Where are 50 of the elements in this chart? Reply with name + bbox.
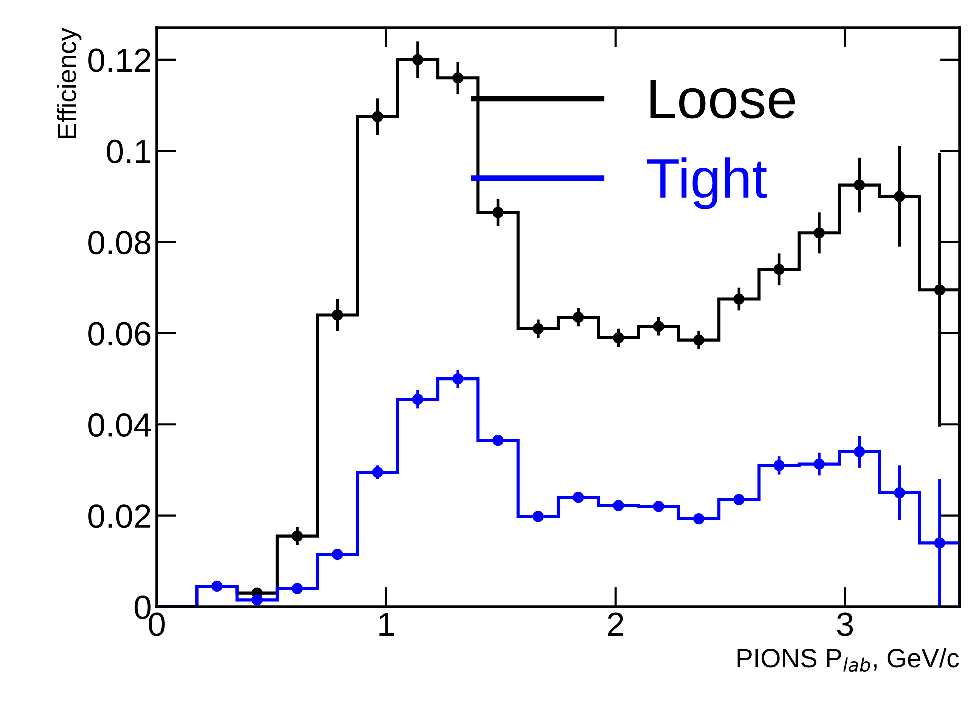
y-tick-label: 0.04 <box>88 413 152 438</box>
point <box>412 54 424 66</box>
legend-label: Tight <box>647 158 768 210</box>
point <box>372 466 384 478</box>
y-tick-label: 0 <box>134 596 151 620</box>
y-tick-label: 0.06 <box>88 322 151 346</box>
x-axis-title: PIONS P$_{lab}$, GeV/c <box>738 648 960 672</box>
point <box>693 513 705 525</box>
x-tick-label: 1 <box>380 613 394 636</box>
point <box>492 435 504 446</box>
y-tick-label: 0.08 <box>88 231 151 255</box>
point <box>412 394 424 406</box>
point <box>854 446 866 458</box>
point <box>934 538 946 549</box>
point <box>653 321 664 332</box>
point <box>332 549 344 560</box>
point <box>934 284 946 296</box>
point <box>814 458 826 470</box>
point <box>452 72 464 84</box>
y-tick-label: 0.12 <box>88 48 150 72</box>
point <box>653 501 664 512</box>
point <box>774 264 785 276</box>
point <box>372 111 384 122</box>
point <box>492 207 504 218</box>
point <box>613 500 624 512</box>
y-tick-label: 0.1 <box>107 140 151 164</box>
point <box>774 460 785 472</box>
point <box>573 492 584 504</box>
point <box>252 594 263 606</box>
point <box>734 294 745 305</box>
point <box>573 312 584 324</box>
point <box>292 530 304 542</box>
point <box>532 511 544 522</box>
point <box>292 583 304 594</box>
point <box>693 334 705 346</box>
y-axis-title: Efficiency <box>57 28 82 138</box>
legend-label: Loose <box>650 80 796 119</box>
point <box>532 323 544 334</box>
point <box>894 487 906 499</box>
point <box>814 228 826 239</box>
point <box>894 191 906 202</box>
point <box>212 580 223 592</box>
y-tick-label: 0.02 <box>88 504 150 528</box>
x-tick-label: 3 <box>837 612 854 636</box>
point <box>854 180 866 191</box>
point <box>613 332 624 344</box>
x-tick-label: 2 <box>608 612 624 636</box>
point <box>734 494 745 506</box>
point <box>332 310 344 321</box>
point <box>452 373 464 385</box>
